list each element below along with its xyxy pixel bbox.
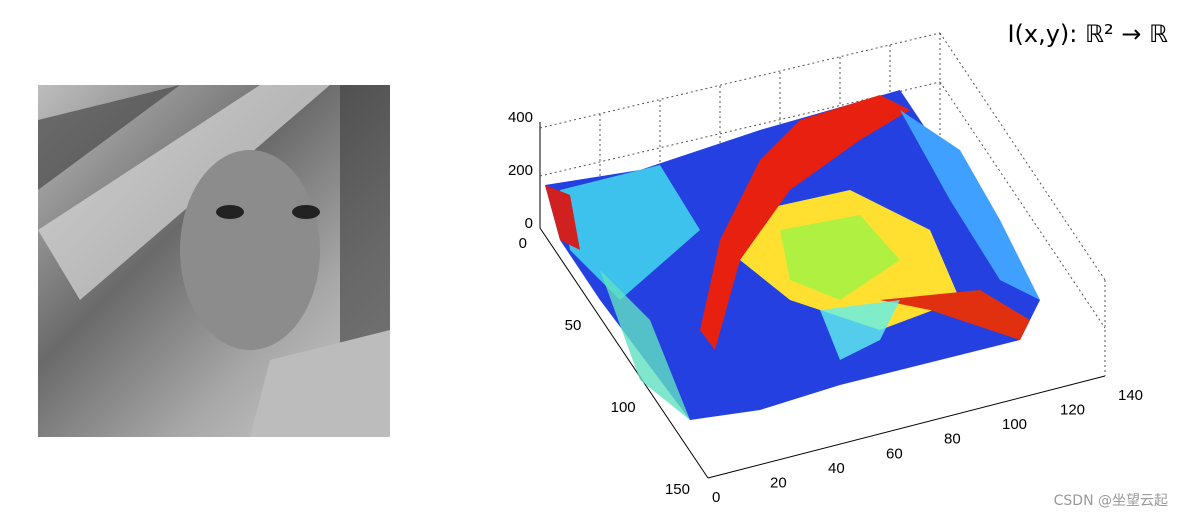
- x-tick-label: 120: [1060, 402, 1085, 419]
- y-tick-label: 50: [565, 317, 582, 334]
- x-tick-label: 80: [944, 431, 961, 448]
- x-tick-label: 60: [886, 445, 903, 462]
- x-tick-label: 20: [770, 474, 787, 491]
- watermark: CSDN @坐望云起: [1054, 493, 1168, 509]
- z-tick-label: 0: [525, 215, 533, 232]
- x-tick-label: 140: [1118, 387, 1143, 404]
- y-tick-label: 150: [665, 481, 690, 498]
- x-tick-label: 100: [1002, 416, 1027, 433]
- x-tick-label: 0: [712, 489, 720, 506]
- z-tick-label: 400: [508, 109, 533, 126]
- y-tick-label: 100: [611, 399, 636, 416]
- x-tick-label: 40: [828, 460, 845, 477]
- formula: I(x,y): ℝ² → ℝ: [1007, 20, 1168, 48]
- surface: [545, 90, 1040, 420]
- photo: [38, 85, 390, 437]
- y-tick-label: 0: [519, 235, 527, 252]
- z-tick-label: 200: [508, 162, 533, 179]
